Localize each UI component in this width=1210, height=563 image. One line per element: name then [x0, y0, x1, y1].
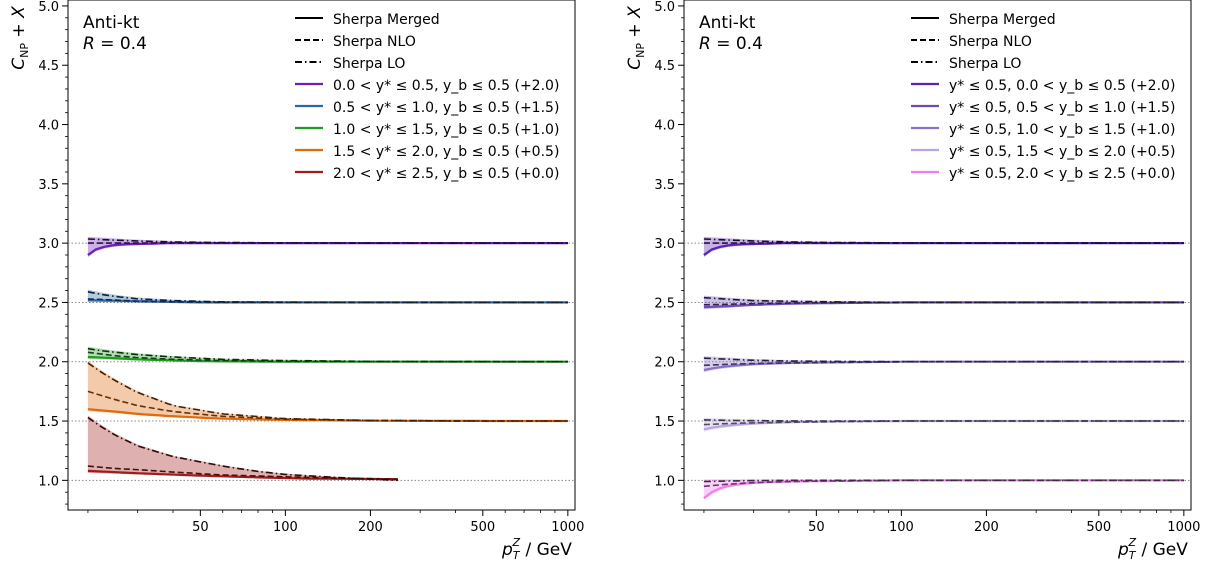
uncertainty-band [703, 417, 1184, 432]
y-tick-label: 1.5 [654, 415, 675, 430]
right-plot-frame [683, 0, 1192, 511]
nlo-curve [703, 420, 1184, 426]
x-tick-label: 50 [192, 520, 209, 535]
legend-label: Sherpa Merged [333, 12, 440, 28]
y-tick-label: 4.0 [38, 119, 59, 134]
y-tick-label: 5.0 [654, 0, 675, 15]
right-uncertainty-bands [703, 236, 1184, 501]
right-y-axis-label: CNP + X [625, 6, 647, 70]
left-radius-label: R = 0.4 [83, 34, 147, 54]
legend-label: y* ≤ 0.5, 2.0 < y_b ≤ 2.5 (+0.0) [949, 166, 1175, 182]
uncertainty-band [87, 360, 568, 422]
legend-label: 2.0 < y* ≤ 2.5, y_b ≤ 0.5 (+0.0) [333, 166, 559, 182]
right-y-axis: 1.0 1.5 2.0 2.5 3.0 3.5 4.0 4.5 5.0 [654, 0, 684, 505]
left-y-axis: 1.0 1.5 2.0 2.5 3.0 3.5 4.0 4.5 5.0 [38, 0, 68, 505]
left-legend: Sherpa Merged Sherpa NLO Sherpa LO 0.0 < y*… [295, 12, 559, 182]
x-tick-label: 200 [358, 520, 383, 535]
nlo-curve [703, 360, 1184, 367]
legend-label: 1.0 < y* ≤ 1.5, y_b ≤ 0.5 (+1.0) [333, 122, 559, 138]
y-tick-label: 2.0 [38, 356, 59, 371]
legend-label: 0.0 < y* ≤ 0.5, y_b ≤ 0.5 (+2.0) [333, 78, 559, 94]
x-tick-label: 1000 [1167, 520, 1200, 535]
right-radius-label: R = 0.4 [699, 34, 763, 54]
legend-label: Sherpa NLO [333, 34, 416, 50]
legend-label: Sherpa Merged [949, 12, 1056, 28]
x-tick-label: 500 [1086, 520, 1111, 535]
svg-text:pTZ / GeV: pTZ / GeV [501, 536, 572, 562]
legend-label: Sherpa NLO [949, 34, 1032, 50]
merged-curve [87, 242, 568, 256]
left-curves [87, 238, 568, 482]
legend-label: y* ≤ 0.5, 1.0 < y_b ≤ 1.5 (+1.0) [949, 122, 1175, 138]
right-x-axis-label: pTZ / GeV [1117, 536, 1188, 562]
y-tick-label: 3.0 [38, 237, 59, 252]
merged-curve [87, 469, 398, 481]
legend-label: 1.5 < y* ≤ 2.0, y_b ≤ 0.5 (+0.5) [333, 144, 559, 160]
x-tick-label: 100 [273, 520, 298, 535]
nlo-curve [703, 479, 1184, 488]
y-tick-label: 2.0 [654, 356, 675, 371]
right-annotation: Anti-kt R = 0.4 [699, 13, 763, 54]
y-tick-label: 3.5 [38, 178, 59, 193]
legend-label: 0.5 < y* ≤ 1.0, y_b ≤ 0.5 (+1.5) [333, 100, 559, 116]
legend-label: Sherpa LO [333, 56, 405, 72]
right-x-axis: 50 100 200 500 1000 [703, 510, 1200, 535]
right-panel: 1.0 1.5 2.0 2.5 3.0 3.5 4.0 4.5 5.0 50 100 200 500 1… [625, 0, 1200, 562]
left-x-axis: 50 100 200 500 1000 [87, 510, 584, 535]
y-tick-label: 1.0 [38, 474, 59, 489]
x-tick-label: 500 [470, 520, 495, 535]
nlo-curve [87, 390, 568, 422]
uncertainty-band [87, 236, 568, 258]
y-tick-label: 4.5 [38, 59, 59, 74]
merged-curve [703, 479, 1184, 499]
left-panel: 1.0 1.5 2.0 2.5 3.0 3.5 4.0 4.5 5.0 50 100 200 500 1… [9, 0, 584, 562]
left-annotation: Anti-kt R = 0.4 [83, 13, 147, 54]
svg-text:CNP + X: CNP + X [625, 6, 647, 70]
x-tick-label: 100 [889, 520, 914, 535]
y-tick-label: 3.0 [654, 237, 675, 252]
nlo-curve [703, 301, 1184, 306]
y-tick-label: 1.5 [38, 415, 59, 430]
right-legend: Sherpa Merged Sherpa NLO Sherpa LO y* ≤ 0.5… [911, 12, 1175, 182]
nlo-curve [87, 465, 398, 480]
y-tick-label: 2.5 [38, 296, 59, 311]
y-tick-label: 3.5 [654, 178, 675, 193]
svg-text:CNP + X: CNP + X [9, 6, 31, 70]
right-curves [703, 238, 1184, 499]
left-plot-frame [67, 0, 576, 511]
y-tick-label: 2.5 [654, 296, 675, 311]
right-algorithm-label: Anti-kt [699, 13, 756, 33]
uncertainty-band [87, 415, 398, 482]
merged-curve [703, 242, 1184, 256]
x-tick-label: 1000 [551, 520, 584, 535]
left-x-axis-label: pTZ / GeV [501, 536, 572, 562]
uncertainty-band [703, 236, 1184, 258]
y-tick-label: 5.0 [38, 0, 59, 15]
left-y-axis-label: CNP + X [9, 6, 31, 70]
nlo-curve [87, 298, 568, 304]
legend-label: Sherpa LO [949, 56, 1021, 72]
nlo-curve [87, 351, 568, 363]
legend-label: y* ≤ 0.5, 0.5 < y_b ≤ 1.0 (+1.5) [949, 100, 1175, 116]
x-tick-label: 50 [808, 520, 825, 535]
legend-label: y* ≤ 0.5, 0.0 < y_b ≤ 0.5 (+2.0) [949, 78, 1175, 94]
lo-curve [87, 416, 398, 482]
y-tick-label: 4.5 [654, 59, 675, 74]
legend-label: y* ≤ 0.5, 1.5 < y_b ≤ 2.0 (+0.5) [949, 144, 1175, 160]
svg-text:pTZ / GeV: pTZ / GeV [1117, 536, 1188, 562]
y-tick-label: 1.0 [654, 474, 675, 489]
y-tick-label: 4.0 [654, 119, 675, 134]
left-algorithm-label: Anti-kt [83, 13, 140, 33]
lo-curve [87, 362, 568, 422]
x-tick-label: 200 [974, 520, 999, 535]
